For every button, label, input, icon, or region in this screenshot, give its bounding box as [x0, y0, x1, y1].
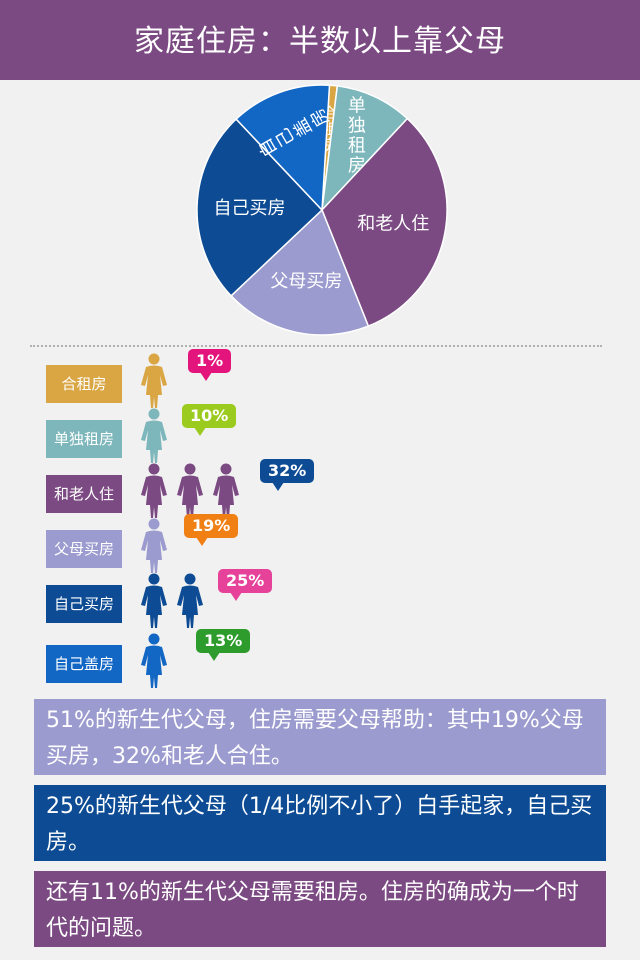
- person-figures: [140, 633, 176, 693]
- row-ziji-mai: 自己买房 25%: [46, 569, 606, 628]
- person-icon: [141, 463, 167, 518]
- row-label: 父母买房: [46, 530, 122, 568]
- pie-slice: [321, 117, 448, 328]
- percent-bubble: 10%: [182, 404, 237, 436]
- row-ziji-gai: 自己盖房 13%: [46, 629, 606, 688]
- person-icon: [141, 573, 167, 628]
- person-icon: [141, 353, 167, 408]
- percent-bubble: 19%: [184, 514, 239, 546]
- percent-bubble: 1%: [188, 349, 232, 381]
- person-icon: [141, 633, 167, 688]
- row-fumu: 父母买房 19%: [46, 514, 606, 573]
- row-label: 自己买房: [46, 585, 122, 623]
- person-icon: [141, 408, 167, 463]
- person-icon: [213, 463, 239, 518]
- pie-slice: [230, 208, 370, 336]
- person-icon: [177, 463, 203, 518]
- percent-bubble: 32%: [260, 459, 315, 491]
- pie-slice: [320, 85, 409, 213]
- person-figures: [140, 408, 176, 468]
- pie-label: 父母买房: [270, 271, 342, 292]
- row-dandu: 单独租房 10%: [46, 404, 606, 463]
- person-icon: [177, 573, 203, 628]
- pie-label: 自己买房: [214, 198, 286, 219]
- pie-label: 单独租房: [348, 95, 366, 176]
- page-title: 家庭住房：半数以上靠父母: [134, 24, 506, 59]
- percent-bubble: 25%: [218, 569, 273, 601]
- pie-label: 和老人住: [357, 213, 429, 234]
- divider: [30, 345, 602, 347]
- pie-slice: [235, 84, 331, 212]
- pie-chart: 合租房单独租房和老人住父母买房自己买房自己盖房: [196, 84, 448, 336]
- person-figures: [140, 518, 176, 578]
- row-label: 自己盖房: [46, 645, 122, 683]
- pie-chart-area: 合租房单独租房和老人住父母买房自己买房自己盖房: [0, 80, 640, 350]
- row-label: 单独租房: [46, 420, 122, 458]
- percent-bubble: 13%: [196, 629, 251, 661]
- row-label: 和老人住: [46, 475, 122, 513]
- row-hezu: 合租房 1%: [46, 349, 606, 408]
- person-figures: [140, 353, 176, 413]
- row-laoren: 和老人住 32%: [46, 459, 606, 518]
- person-figures: [140, 463, 248, 523]
- pie-slice: [196, 118, 324, 297]
- person-figures: [140, 573, 212, 633]
- summary-box-self-buy: 25%的新生代父母（1/4比例不小了）白手起家，自己买房。: [34, 785, 606, 861]
- summary-box-rent: 还有11%的新生代父母需要租房。住房的确成为一个时代的问题。: [34, 871, 606, 947]
- row-label: 合租房: [46, 365, 122, 403]
- summary-box-parents: 51%的新生代父母，住房需要父母帮助：其中19%父母买房，32%和老人合住。: [34, 699, 606, 775]
- header-bar: 家庭住房：半数以上靠父母: [0, 0, 640, 80]
- person-icon: [141, 518, 167, 573]
